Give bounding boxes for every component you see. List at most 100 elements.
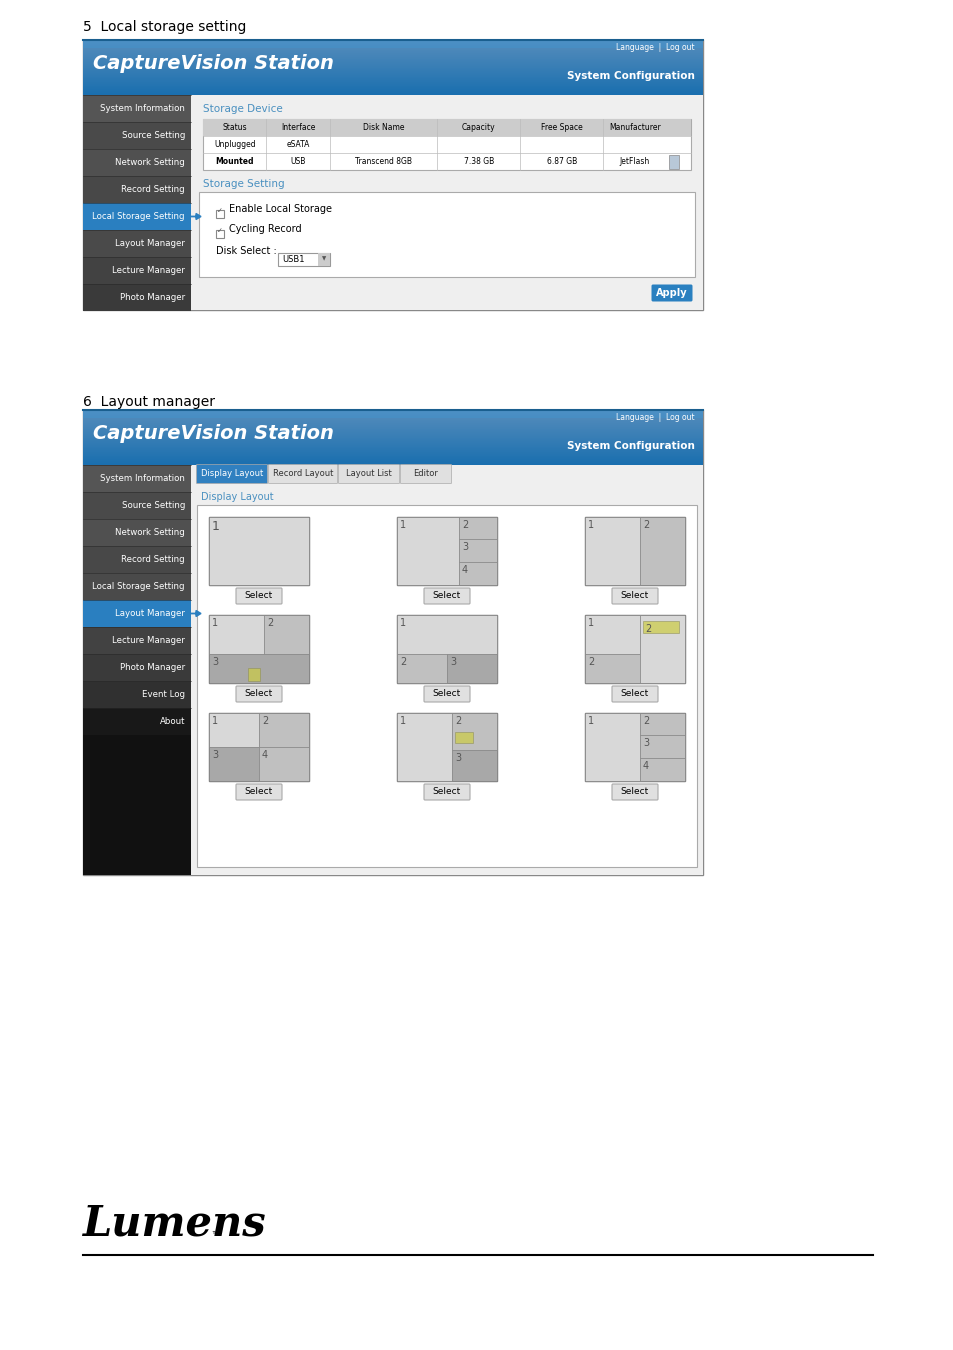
Text: CaptureVision Station: CaptureVision Station bbox=[92, 424, 334, 443]
Text: 2: 2 bbox=[642, 520, 649, 531]
FancyBboxPatch shape bbox=[268, 464, 337, 483]
Text: 1: 1 bbox=[212, 618, 218, 628]
Bar bbox=[639, 713, 684, 736]
Text: 2: 2 bbox=[587, 657, 594, 667]
FancyBboxPatch shape bbox=[612, 784, 658, 801]
Text: 1: 1 bbox=[587, 716, 594, 726]
Text: 4: 4 bbox=[262, 751, 268, 760]
Text: About: About bbox=[159, 717, 185, 726]
Bar bbox=[584, 616, 684, 683]
Text: Network Setting: Network Setting bbox=[115, 158, 185, 167]
Text: System Information: System Information bbox=[100, 474, 185, 483]
Text: Cycling Record: Cycling Record bbox=[229, 224, 301, 234]
Bar bbox=[83, 545, 191, 572]
Bar bbox=[584, 616, 639, 655]
Bar bbox=[83, 491, 191, 518]
Text: 1: 1 bbox=[399, 618, 406, 628]
Bar bbox=[83, 707, 191, 734]
Bar bbox=[584, 655, 639, 683]
Bar bbox=[396, 713, 497, 782]
Bar bbox=[584, 517, 684, 585]
Bar bbox=[396, 517, 458, 585]
Bar bbox=[209, 517, 309, 585]
Text: 6  Layout manager: 6 Layout manager bbox=[83, 396, 214, 409]
Bar bbox=[455, 732, 473, 742]
Text: System Information: System Information bbox=[100, 104, 185, 113]
Text: Status: Status bbox=[222, 123, 247, 132]
Text: Select: Select bbox=[245, 591, 273, 601]
Bar bbox=[209, 616, 309, 683]
Bar bbox=[83, 410, 702, 418]
Bar bbox=[83, 256, 191, 284]
Bar bbox=[191, 95, 702, 310]
Text: 1: 1 bbox=[587, 618, 594, 628]
Text: 2: 2 bbox=[399, 657, 406, 667]
Text: Source Setting: Source Setting bbox=[121, 131, 185, 140]
Text: ✓: ✓ bbox=[216, 228, 223, 234]
Text: Lecture Manager: Lecture Manager bbox=[112, 636, 185, 645]
Text: Storage Device: Storage Device bbox=[203, 104, 282, 113]
Bar bbox=[209, 713, 309, 782]
Bar bbox=[277, 252, 330, 266]
Bar bbox=[396, 517, 497, 585]
Text: 2: 2 bbox=[267, 618, 273, 628]
Bar bbox=[209, 616, 264, 655]
Text: Select: Select bbox=[620, 591, 648, 601]
Bar bbox=[83, 518, 191, 545]
Bar bbox=[639, 517, 684, 585]
Text: Disk Select :: Disk Select : bbox=[215, 246, 276, 256]
FancyBboxPatch shape bbox=[196, 464, 267, 483]
Text: eSATA: eSATA bbox=[286, 140, 310, 148]
Text: Source Setting: Source Setting bbox=[121, 501, 185, 510]
Text: Layout Manager: Layout Manager bbox=[115, 239, 185, 248]
Text: 1: 1 bbox=[587, 520, 594, 531]
Bar bbox=[215, 211, 224, 217]
Text: 4: 4 bbox=[642, 761, 648, 771]
Text: Apply: Apply bbox=[656, 288, 687, 298]
Text: Language  |  Log out: Language | Log out bbox=[616, 413, 695, 423]
Text: System Configuration: System Configuration bbox=[566, 440, 695, 451]
Bar bbox=[642, 621, 679, 633]
Bar bbox=[83, 122, 191, 148]
Text: 1: 1 bbox=[399, 716, 406, 726]
Text: 2: 2 bbox=[455, 716, 460, 726]
Text: 7.38 GB: 7.38 GB bbox=[463, 157, 494, 166]
Text: Photo Manager: Photo Manager bbox=[120, 293, 185, 302]
Bar bbox=[83, 148, 191, 176]
Text: 2: 2 bbox=[644, 624, 651, 634]
Bar bbox=[264, 616, 309, 655]
Bar bbox=[452, 751, 497, 782]
Bar bbox=[452, 713, 497, 751]
FancyBboxPatch shape bbox=[235, 589, 282, 603]
Bar bbox=[83, 95, 191, 122]
Text: ▼: ▼ bbox=[321, 256, 326, 262]
Bar bbox=[639, 616, 684, 683]
Text: 6.87 GB: 6.87 GB bbox=[546, 157, 577, 166]
Bar bbox=[83, 734, 191, 875]
Text: Event Log: Event Log bbox=[142, 690, 185, 699]
Bar bbox=[83, 680, 191, 707]
Text: Layout List: Layout List bbox=[346, 470, 392, 478]
Bar bbox=[447, 655, 497, 683]
Bar bbox=[258, 747, 309, 782]
Text: Local Storage Setting: Local Storage Setting bbox=[92, 212, 185, 221]
Text: 2: 2 bbox=[642, 716, 649, 726]
Bar bbox=[209, 517, 309, 585]
Text: Language  |  Log out: Language | Log out bbox=[616, 43, 695, 53]
Text: ✓: ✓ bbox=[216, 208, 223, 215]
Text: 3: 3 bbox=[212, 657, 218, 667]
Text: Mounted: Mounted bbox=[215, 157, 253, 166]
Bar bbox=[83, 464, 191, 491]
Bar bbox=[83, 653, 191, 680]
Text: USB: USB bbox=[290, 157, 306, 166]
FancyBboxPatch shape bbox=[235, 686, 282, 702]
FancyBboxPatch shape bbox=[651, 285, 692, 301]
FancyBboxPatch shape bbox=[423, 686, 470, 702]
Bar bbox=[191, 464, 702, 875]
Bar bbox=[584, 517, 639, 585]
Text: Editor: Editor bbox=[414, 470, 438, 478]
Text: Manufacturer: Manufacturer bbox=[608, 123, 660, 132]
Bar bbox=[203, 119, 690, 170]
Bar bbox=[83, 176, 191, 202]
Text: 5  Local storage setting: 5 Local storage setting bbox=[83, 20, 246, 34]
